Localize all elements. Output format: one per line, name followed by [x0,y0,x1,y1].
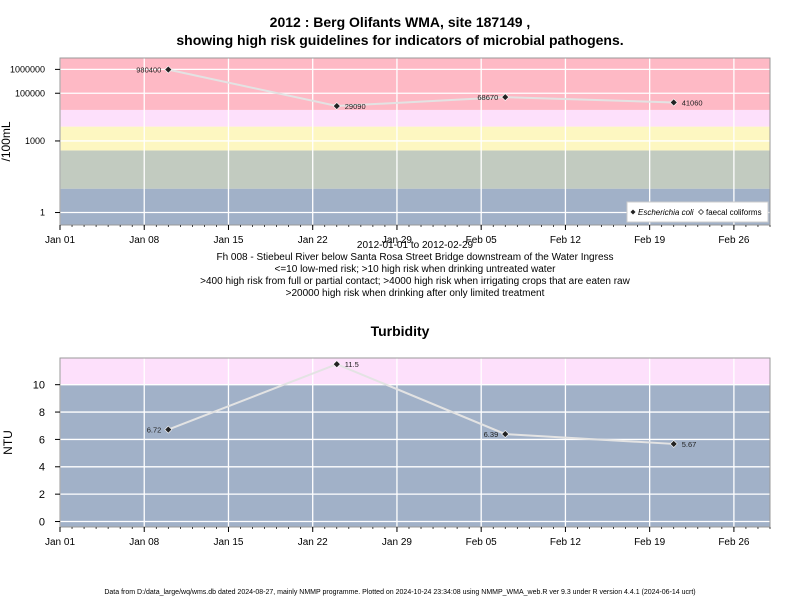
data-label: 29090 [345,102,366,111]
series-line [167,363,674,445]
footer-note: Data from D:/data_large/wq/wms.db dated … [104,589,696,596]
x-tick-label: Feb 19 [634,537,666,548]
guideline-caption-2: >400 high risk from full or partial cont… [200,276,630,287]
y-tick-label: 0 [39,516,45,528]
y-tick-label: 8 [39,407,45,419]
x-tick-label: Feb 26 [718,537,750,548]
legend-label: faecal coliforms [706,208,762,217]
chart-title-line2: showing high risk guidelines for indicat… [176,32,624,48]
data-point [332,102,341,110]
y-tick-label: 6 [39,434,45,446]
risk-band-1 [60,150,770,189]
legend-marker-ecoli [630,209,636,215]
risk-band-0 [60,384,770,527]
data-label: 41060 [682,98,703,107]
data-label: 11.5 [345,360,359,369]
y-tick-label: 100000 [15,88,45,98]
guideline-caption-1: <=10 low-med risk; >10 high risk when dr… [274,264,556,275]
x-tick-label: Jan 29 [382,537,412,548]
x-tick-label: Feb 19 [634,235,666,246]
y-axis-label: NTU [1,430,15,455]
legend-label: Escherichia coli [638,208,694,217]
x-tick-label: Jan 29 [382,235,412,246]
y-tick-label: 1000 [25,136,45,146]
y-axis-label: /100mL [0,121,13,161]
x-tick-label: Feb 12 [550,235,582,246]
x-tick-label: Jan 15 [213,235,243,246]
series-line [168,68,674,108]
x-tick-label: Jan 08 [129,537,159,548]
plot-frame [59,57,771,226]
legend-marker-faecal [698,209,704,215]
y-tick-label: 4 [39,462,45,474]
x-tick-label: Feb 26 [718,235,750,246]
data-point [332,360,341,369]
data-point [669,98,678,107]
guideline-caption-3: >20000 high risk when drinking after onl… [285,288,545,299]
data-point [164,65,173,74]
data-label: 6.39 [484,430,499,439]
plot-frame [59,357,771,528]
site-caption: Fh 008 - Stiebeul River below Santa Rosa… [216,252,614,263]
x-tick-label: Jan 22 [298,537,328,548]
data-label: 68670 [477,93,498,102]
y-tick-label: 1000000 [10,65,45,75]
chart-title-line1: 2012 : Berg Olifants WMA, site 187149 , [269,14,531,30]
x-tick-label: Feb 05 [466,537,498,548]
x-tick-label: Jan 01 [45,537,75,548]
x-tick-label: Feb 12 [550,537,582,548]
x-tick-label: Jan 15 [213,537,243,548]
risk-band-1 [60,358,770,385]
date-range-caption: 2012-01-01 to 2012-02-29 [356,240,474,251]
data-point [501,430,510,439]
data-label: 5.67 [682,440,697,449]
y-tick-label: 1 [40,208,45,218]
risk-band-2 [60,126,770,151]
data-point [501,93,510,102]
legend-box [626,201,769,223]
data-point [164,425,173,434]
microbial-chart: Jan 01 Jan 08 Jan 15 Jan 22 Jan 29 Feb 05 Feb … [0,57,771,246]
turbidity-title: Turbidity [370,323,430,339]
y-tick-label: 2 [39,489,45,501]
x-tick-label: Feb 05 [466,235,498,246]
x-tick-label: Jan 01 [45,235,75,246]
x-tick-label: Jan 08 [129,235,159,246]
data-point [669,440,678,448]
data-label: 980400 [136,66,161,75]
y-tick-label: 10 [33,380,45,392]
data-label: 6.72 [147,426,162,435]
risk-band-3 [60,109,770,127]
x-tick-label: Jan 22 [298,235,328,246]
